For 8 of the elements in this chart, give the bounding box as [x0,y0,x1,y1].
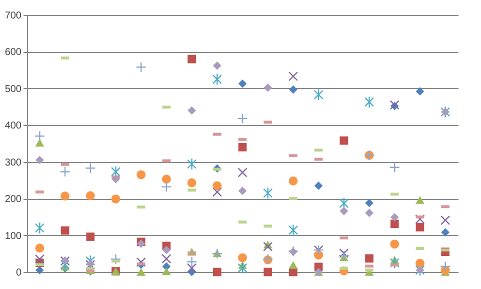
y-tick-label: 200 [4,194,22,206]
y-tick-label: 600 [4,47,22,58]
y-tick-label: 400 [4,120,22,132]
y-tick-label: 300 [4,157,22,168]
y-tick-label: 100 [4,230,22,242]
y-tick-label: 500 [4,84,22,95]
y-tick-label: 700 [4,10,22,22]
y-tick-label: 0 [16,268,22,278]
